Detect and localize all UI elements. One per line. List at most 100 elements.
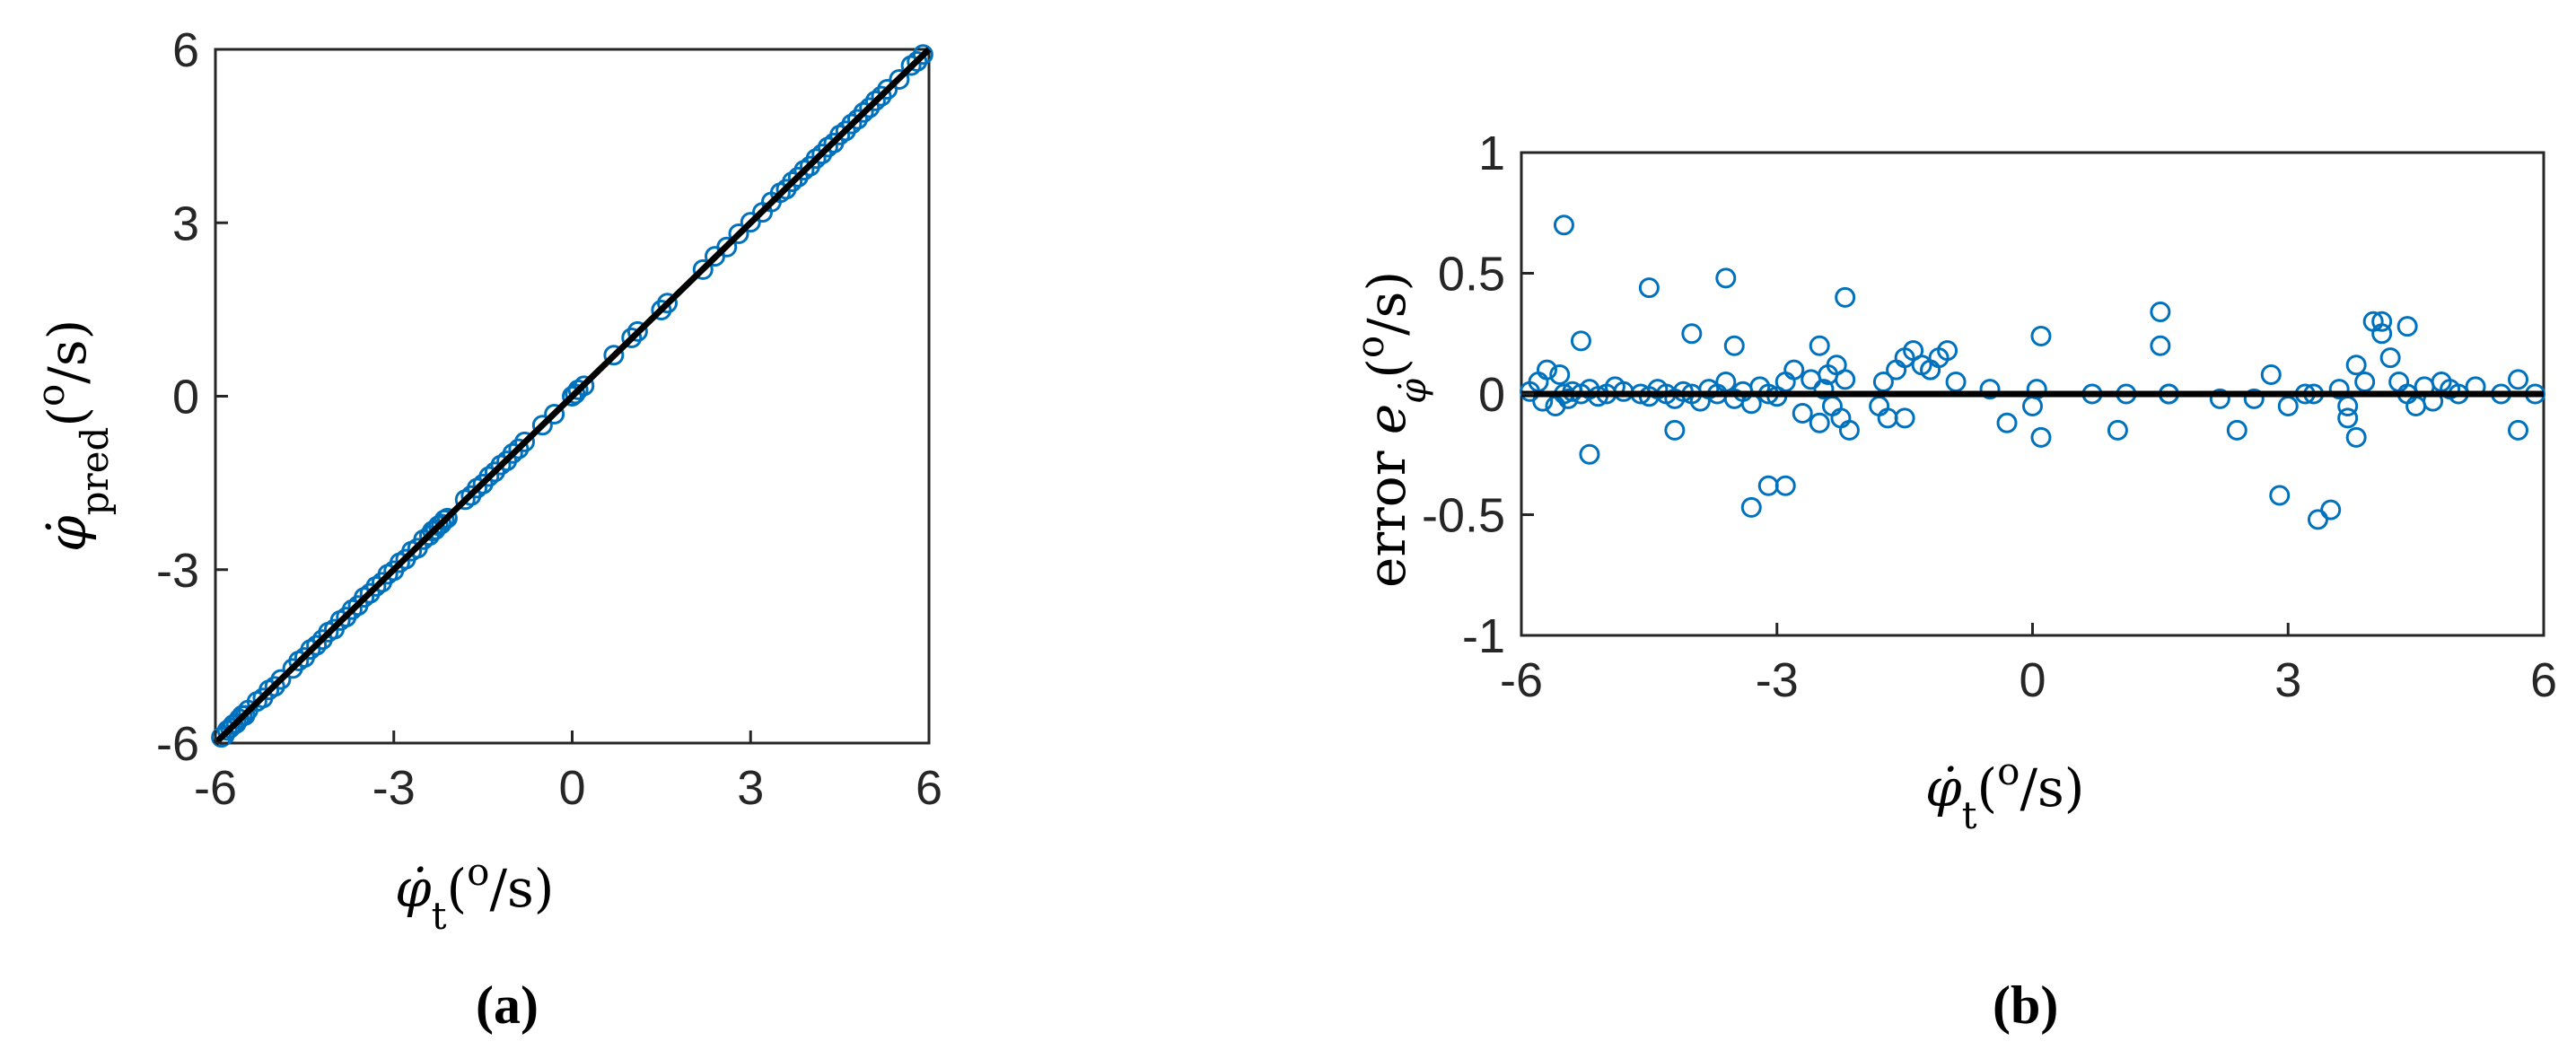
data-point [864,90,886,111]
x-tick-label: 6 [916,761,942,815]
panel-b-y-label: error eφ̇(o/s) [1348,271,1435,588]
x-tick-label: -3 [1756,653,1799,707]
data-point [1809,412,1830,433]
panel-b-label: (b) [1993,976,2058,1035]
x-tick-label: 3 [2274,653,2301,707]
data-point [811,144,833,165]
data-point [2345,354,2367,376]
panel-a-points [211,44,933,748]
data-point [2269,485,2291,506]
data-point [2150,302,2171,323]
panel-a-x-ticks: -6 -3 0 3 6 [194,731,942,815]
data-point [1553,214,1574,236]
data-point [1894,407,1915,429]
y-tick-label: -3 [156,544,199,598]
data-point [531,415,553,436]
panel-b-x-label: φ̇t(o/s) [1925,749,2084,837]
y-tick-label: 3 [172,197,199,250]
data-point [2328,379,2350,400]
data-point [2508,369,2529,390]
x-tick-label: -6 [1500,653,1543,707]
data-point [1774,475,1796,496]
data-point [787,166,809,188]
data-point [1570,330,1591,352]
data-point [621,327,643,348]
data-point [1801,369,1822,390]
panel-b-points [1519,214,2546,530]
data-point [2354,372,2376,393]
data-point [835,120,856,142]
panel-a-x-label: φ̇t(o/s) [395,850,554,938]
y-tick-label: -0.5 [1422,489,1505,543]
panel-a-reference-line [213,47,932,746]
data-point [1838,419,1860,441]
data-point [1783,359,1805,381]
x-tick-label: 0 [2019,653,2046,707]
y-tick-label: 0.5 [1438,248,1505,302]
data-point [2226,419,2247,441]
x-tick-label: -6 [194,761,237,815]
x-tick-label: 0 [558,761,585,815]
data-point [436,507,458,529]
data-point [1715,267,1737,289]
data-point [562,386,583,407]
data-point [2260,363,2282,385]
data-point [306,634,328,656]
y-tick-label: 6 [172,23,199,77]
data-point [2371,311,2393,332]
panel-a-y-label: φ̇pred(o/s) [29,319,117,552]
data-point [657,293,678,314]
data-point [544,403,565,424]
data-point [2209,388,2230,409]
data-point [728,223,749,244]
panel-a-y-ticks: -6 -3 0 3 6 [156,23,228,771]
y-tick-label: 1 [1478,127,1505,180]
data-point [1835,286,1856,308]
data-point [484,461,505,483]
data-point [1945,372,1967,393]
x-tick-label: 3 [737,761,764,815]
data-point [1809,335,1830,356]
data-point [889,68,910,90]
data-point [847,109,868,130]
data-point [1979,379,2001,400]
data-point [1681,323,1703,345]
panel-a: -6 -3 0 3 6 -6 -3 0 3 6 φ̇t(o/s) φ̇pred(o/s) (a) [29,23,943,1035]
data-point [2022,395,2043,416]
data-point [1920,359,1941,381]
data-point [2030,325,2052,346]
x-tick-label: 6 [2530,653,2557,707]
data-point [1792,403,1813,424]
data-point [502,442,523,464]
data-point [1723,335,1745,356]
data-point [859,97,881,118]
data-point [841,113,863,135]
y-tick-label: -6 [156,717,199,771]
data-point [431,513,452,535]
data-point [782,171,803,193]
data-point [907,51,928,73]
data-point [359,582,381,604]
data-point [1835,369,1856,390]
data-point [805,148,827,170]
data-point [1757,475,1779,496]
data-point [1740,496,1762,518]
data-point [871,85,892,107]
data-point [853,101,874,123]
data-point [2026,379,2047,400]
panel-a-label: (a) [476,976,539,1035]
data-point [1536,359,1557,381]
data-point [2396,316,2418,337]
data-point [2030,426,2052,448]
y-tick-label: -1 [1462,609,1505,663]
data-point [1937,340,1958,362]
data-point [2508,419,2529,441]
data-point [2371,323,2393,345]
data-point [478,466,500,487]
data-point [2107,419,2128,441]
data-point [574,375,595,397]
data-point [1996,412,2018,433]
data-point [2150,335,2171,356]
data-point [1638,277,1660,299]
